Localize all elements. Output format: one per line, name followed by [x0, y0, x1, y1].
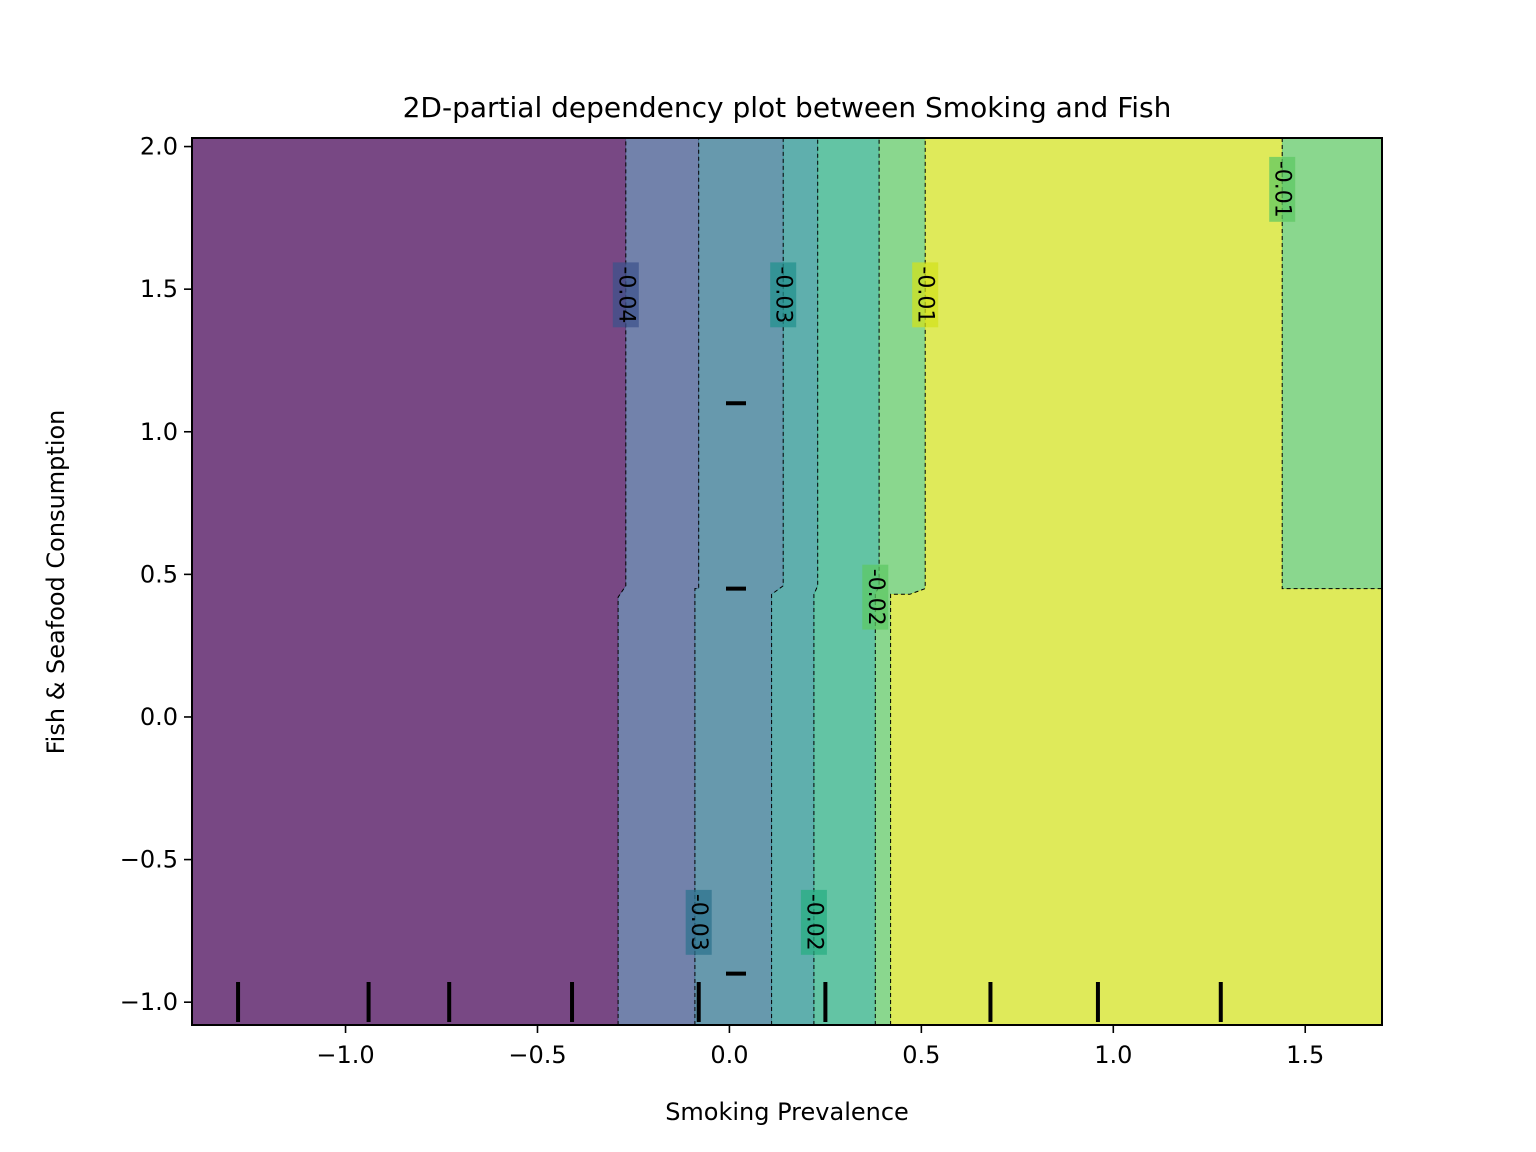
contour-line-a — [617, 138, 627, 1025]
y-axis-label: Fish & Seafood Consumption — [42, 410, 70, 755]
x-axis-ticks: −1.0 −0.5 0.0 0.5 1.0 1.5 — [316, 1025, 1324, 1069]
contour-label: -0.04 — [613, 266, 638, 323]
y-tick-label: 2.0 — [140, 133, 178, 161]
rug-marks — [236, 401, 1223, 1022]
contour-labels: -0.04 -0.03 -0.01 -0.02 -0.03 -0.02 -0.01 — [612, 156, 1296, 955]
x-tick-label: 1.0 — [1094, 1041, 1132, 1069]
x-tick-label: 1.5 — [1286, 1041, 1324, 1069]
contour-label: -0.02 — [863, 569, 888, 626]
contour-line-f — [890, 138, 926, 1025]
y-tick-label: −0.5 — [120, 846, 178, 874]
contour-label-gap — [862, 564, 889, 630]
x-tick-label: 0.5 — [902, 1041, 940, 1069]
contour-bands — [191, 137, 1383, 1026]
contour-line-d — [813, 138, 819, 1025]
contour-label: -0.02 — [801, 894, 826, 951]
contour-label-gap — [800, 889, 827, 955]
contour-line-c — [771, 138, 784, 1025]
contour-band-level-7 — [1281, 137, 1383, 589]
chart-title: 2D-partial dependency plot between Smoki… — [403, 91, 1172, 124]
y-tick-label: −1.0 — [120, 988, 178, 1016]
y-tick-label: 0.0 — [140, 703, 178, 731]
contour-band-level-0 — [191, 137, 627, 1026]
y-tick-label: 1.0 — [140, 418, 178, 446]
contour-label-gap — [612, 262, 639, 328]
contour-label: -0.01 — [913, 266, 938, 323]
contour-label-gap — [770, 262, 797, 328]
x-axis-label: Smoking Prevalence — [665, 1098, 909, 1126]
contour-line-g — [1281, 138, 1382, 590]
y-tick-label: 1.5 — [140, 275, 178, 303]
y-axis-ticks: −1.0 −0.5 0.0 0.5 1.0 1.5 2.0 — [120, 133, 192, 1016]
contour-label: -0.03 — [686, 894, 711, 951]
contour-label: -0.03 — [771, 266, 796, 323]
contour-label-gap — [685, 889, 712, 955]
contour-label-gap — [1269, 156, 1296, 222]
contour-line-b — [694, 138, 700, 1025]
contour-label: -0.01 — [1270, 161, 1295, 218]
x-tick-label: 0.0 — [710, 1041, 748, 1069]
y-tick-label: 0.5 — [140, 560, 178, 588]
contour-label-gap — [912, 262, 939, 328]
x-tick-label: −0.5 — [508, 1041, 566, 1069]
plot-frame — [191, 137, 1383, 1026]
x-tick-label: −1.0 — [316, 1041, 374, 1069]
